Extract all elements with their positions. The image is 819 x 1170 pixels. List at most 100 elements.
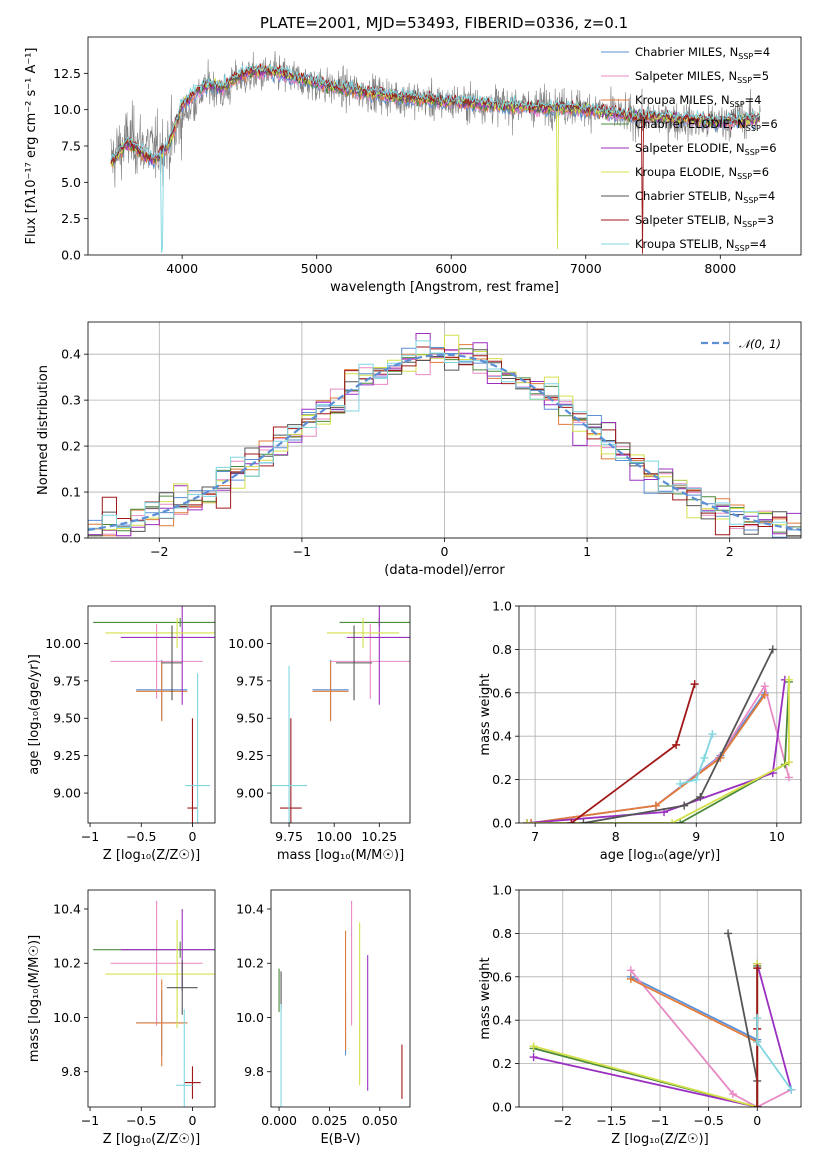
x-axis-label: (data-model)/error: [384, 563, 505, 578]
spectrum-model-line: [110, 62, 761, 253]
series-line: [679, 733, 714, 785]
series-line: [527, 679, 790, 823]
series-marker: [753, 1014, 762, 1023]
y-axis-label: mass weight: [478, 957, 493, 1039]
spectrum-legend: Chabrier MILES, NSSP=4 Salpeter MILES, NS…: [601, 45, 778, 253]
y-tick-label: 10.2: [53, 956, 81, 971]
y-tick-label: 9.50: [236, 711, 264, 726]
y-tick-label: 0.4: [61, 347, 81, 362]
legend-entry: Kroupa MILES, NSSP=4: [635, 93, 761, 109]
y-tick-label: 1.0: [492, 599, 512, 614]
x-tick-label: −1: [651, 1113, 669, 1128]
y-tick-label: 0.0: [61, 531, 81, 546]
series-marker: [676, 779, 685, 788]
legend-entry: Salpeter ELODIE, NSSP=6: [635, 141, 777, 157]
x-tick-label: 1: [583, 544, 591, 559]
y-tick-label: 0.2: [492, 772, 512, 787]
x-tick-label: 8: [612, 829, 620, 844]
weight_vs_age-plot-area: [523, 645, 793, 823]
series-marker: [784, 773, 793, 782]
x-axis-label: Z [log₁₀(Z/Z☉)]: [611, 1132, 708, 1147]
x-tick-label: −0.5: [693, 1113, 723, 1128]
series-marker: [529, 1053, 538, 1062]
series-marker: [728, 1089, 737, 1098]
weight_vs_age-axes: 7 8 9 10 0.0 0.2 0.4 0.6 0.8 1.0 age [log₁₀(age/yr…: [478, 599, 802, 863]
legend-entry: Kroupa STELIB, NSSP=4: [635, 237, 766, 253]
x-tick-label: 0.050: [362, 1113, 398, 1128]
series-marker: [760, 690, 769, 699]
spectrum-axes: 4000 5000 6000 7000 8000 0.0 2.5 5.0 7.5 10.0 12.5…: [24, 36, 802, 295]
y-tick-label: 0.6: [492, 685, 512, 700]
spectrum-plot-area: [110, 50, 761, 254]
x-tick-label: 0: [188, 829, 196, 844]
x-tick-label: 0.000: [261, 1113, 297, 1128]
x-tick-label: 5000: [301, 261, 333, 276]
x-tick-label: 10.25: [361, 829, 397, 844]
spectrum-model-line: [110, 67, 761, 167]
x-axis-label: Z [log₁₀(Z/Z☉)]: [103, 1132, 200, 1147]
y-axis-label: Normed distribution: [36, 365, 51, 495]
age_vs_mass-axes: 9.75 10.00 10.25 9.00 9.25 9.50 9.75 10.00 mass …: [228, 605, 411, 863]
series-marker: [676, 819, 685, 823]
residual-histogram: [88, 340, 801, 538]
spectrum-model-line: [110, 65, 761, 163]
y-tick-label: 9.8: [61, 1064, 81, 1079]
mass_vs_ebv-plot-area: [278, 900, 403, 1107]
axes-frame: [518, 889, 802, 1108]
x-tick-label: 0.025: [312, 1113, 348, 1128]
series-line: [527, 681, 790, 823]
residuals-axes: −2 −1 0 1 2 0.0 0.1 0.2 0.3 0.4 (data-model)/error…: [36, 321, 802, 578]
x-tick-label: −1.5: [596, 1113, 626, 1128]
series-marker: [768, 645, 777, 654]
legend-entry: Chabrier ELODIE, NSSP=6: [635, 117, 778, 133]
y-tick-label: 1.0: [492, 883, 512, 898]
x-tick-label: 2: [726, 544, 734, 559]
y-tick-label: 0.0: [61, 248, 81, 263]
y-tick-label: 9.25: [53, 748, 81, 763]
series-marker: [527, 819, 536, 823]
y-tick-label: 9.50: [53, 711, 81, 726]
series-marker: [708, 730, 717, 739]
series-marker: [523, 819, 532, 823]
legend-entry: Salpeter STELIB, NSSP=3: [635, 213, 774, 229]
y-tick-label: 10.0: [236, 1010, 264, 1025]
residuals-plot-area: [88, 333, 801, 538]
y-tick-label: 10.0: [53, 1010, 81, 1025]
x-tick-label: 10: [769, 829, 785, 844]
series-marker: [567, 819, 576, 823]
series-marker: [696, 792, 705, 801]
mass_vs_ebv-axes: 0.000 0.025 0.050 9.8 10.0 10.2 10.4 E(B-V): [236, 889, 411, 1147]
x-tick-label: 10.00: [316, 829, 352, 844]
y-tick-label: 10.4: [53, 901, 81, 916]
spectrum-data-line: [110, 50, 761, 188]
series-marker: [784, 675, 793, 684]
y-axis-label: mass [log₁₀(M/M☉)]: [27, 935, 42, 1062]
y-tick-label: 0.3: [61, 393, 81, 408]
y-tick-label: 0.2: [492, 1056, 512, 1071]
legend-entry: Chabrier STELIB, NSSP=4: [635, 189, 775, 205]
series-marker: [753, 1037, 762, 1046]
y-tick-label: 0.0: [492, 816, 512, 831]
x-tick-label: −0.5: [126, 1113, 156, 1128]
y-tick-label: 0.1: [61, 485, 81, 500]
weight_vs_Z-plot-area: [529, 929, 796, 1107]
y-axis-label: mass weight: [478, 673, 493, 755]
series-marker: [651, 801, 660, 810]
y-tick-label: 2.5: [61, 211, 81, 226]
series-marker: [579, 819, 588, 823]
legend-entry: Chabrier MILES, NSSP=4: [635, 45, 770, 61]
axes-frame: [87, 605, 216, 824]
series-marker: [668, 819, 677, 823]
series-marker: [700, 753, 709, 762]
y-tick-label: 9.00: [53, 786, 81, 801]
axes-frame: [270, 889, 411, 1108]
y-axis-label: Flux [fλ10⁻¹⁷ erg cm⁻² s⁻¹ A⁻¹]: [24, 48, 39, 245]
series-marker: [626, 974, 635, 983]
x-axis-label: Z [log₁₀(Z/Z☉)]: [103, 848, 200, 863]
x-tick-label: 7000: [570, 261, 602, 276]
residual-histogram: [88, 346, 801, 538]
y-tick-label: 9.75: [236, 673, 264, 688]
x-tick-label: −0.5: [126, 829, 156, 844]
x-tick-label: −1: [81, 1113, 99, 1128]
x-tick-label: 0: [188, 1113, 196, 1128]
